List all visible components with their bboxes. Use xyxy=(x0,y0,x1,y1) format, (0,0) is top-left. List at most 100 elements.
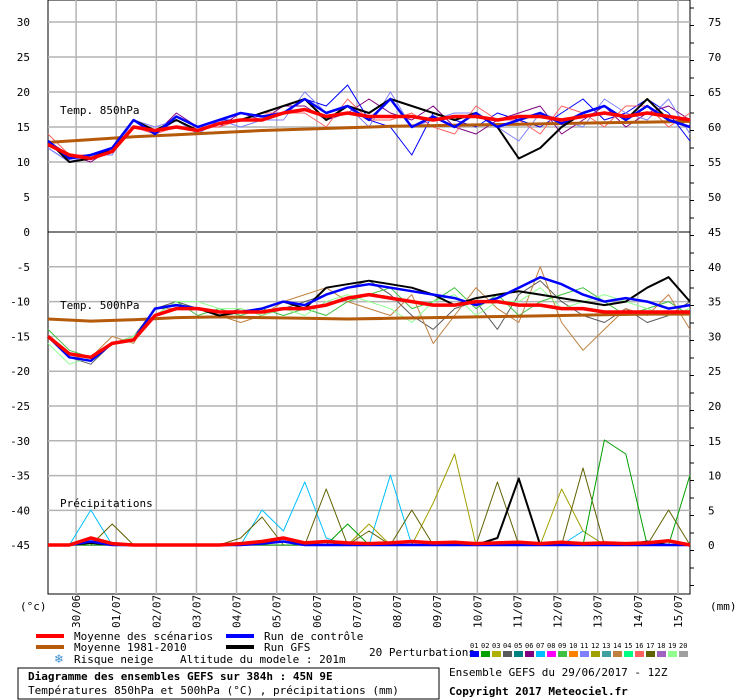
legend-label-control-run: Run de contrôle xyxy=(264,630,363,643)
legend: Moyenne des scénarios Run de contrôle Mo… xyxy=(36,630,688,666)
perturbation-swatch xyxy=(657,651,666,657)
perturbation-swatch xyxy=(558,651,567,657)
right-tick-label: 15 xyxy=(708,435,721,448)
legend-label-snow-risk: Risque neige xyxy=(74,653,153,666)
series-line xyxy=(47,312,690,323)
left-tick-label: 0 xyxy=(23,226,30,239)
perturbation-swatch xyxy=(679,651,688,657)
left-tick-label: 15 xyxy=(17,121,30,134)
perturbation-number: 10 xyxy=(569,642,577,650)
perturbation-number: 07 xyxy=(536,642,544,650)
perturbation-swatch xyxy=(624,651,633,657)
perturbation-number: 08 xyxy=(547,642,555,650)
perturbations-label: 20 Perturbations xyxy=(369,646,475,659)
run-info: Ensemble GEFS du 29/06/2017 - 12Z xyxy=(449,666,668,679)
series-line xyxy=(46,292,690,360)
x-tick-label: 15/07 xyxy=(672,595,685,628)
right-tick-label: 75 xyxy=(708,16,721,29)
left-tick-label: -10 xyxy=(10,296,30,309)
perturbation-swatch xyxy=(536,651,545,657)
axis-ticks: 30/06 01/07 02/07 03/07 04/07 05/07 06/07 07/07… xyxy=(10,7,721,628)
right-tick-label: 20 xyxy=(708,400,721,413)
perturbation-number: 13 xyxy=(602,642,610,650)
left-unit-label: (°c) xyxy=(20,600,47,613)
left-tick-label: -45 xyxy=(10,539,30,552)
x-tick-label: 08/07 xyxy=(391,595,404,628)
left-tick-label: 10 xyxy=(17,156,30,169)
footer-box xyxy=(17,667,440,700)
perturbation-swatch xyxy=(635,651,644,657)
right-tick-label: 0 xyxy=(708,539,715,552)
right-tick-label: 50 xyxy=(708,191,721,204)
perturbation-number: 01 xyxy=(470,642,478,650)
series-line xyxy=(47,97,691,160)
perturbation-line xyxy=(48,439,691,546)
panel-precip-label: Précipitations xyxy=(60,497,153,510)
left-tick-label: -40 xyxy=(10,504,30,517)
x-tick-label: 06/07 xyxy=(311,595,324,628)
right-tick-label: 55 xyxy=(708,156,721,169)
series-line xyxy=(48,477,690,546)
x-tick-label: 12/07 xyxy=(552,595,565,628)
x-tick-label: 13/07 xyxy=(592,595,605,628)
perturbation-number: 19 xyxy=(668,642,676,650)
right-tick-label: 60 xyxy=(708,121,721,134)
perturbation-swatch xyxy=(514,651,523,657)
perturbation-swatches: 01 02 03 04 05 06 07 08 09 10 11 12 13 14 15 16 17 18 19 20 xyxy=(470,642,688,657)
perturbation-swatch xyxy=(602,651,611,657)
perturbation-swatch xyxy=(503,651,512,657)
right-tick-label: 30 xyxy=(708,330,721,343)
right-unit-label: (mm) xyxy=(710,600,737,613)
left-tick-label: 5 xyxy=(23,191,30,204)
series-line xyxy=(47,119,691,144)
perturbation-number: 06 xyxy=(525,642,533,650)
footer-title: Diagramme des ensembles GEFS sur 384h : … xyxy=(28,670,333,683)
series-line xyxy=(47,275,691,363)
x-tick-label: 09/07 xyxy=(431,595,444,628)
left-tick-label: 25 xyxy=(17,51,30,64)
x-tick-label: 04/07 xyxy=(231,595,244,628)
left-tick-label: -30 xyxy=(10,435,30,448)
x-tick-label: 03/07 xyxy=(190,595,203,628)
perturbation-number: 03 xyxy=(492,642,500,650)
right-tick-label: 45 xyxy=(708,226,721,239)
left-tick-label: -15 xyxy=(10,330,30,343)
perturbation-swatch xyxy=(569,651,578,657)
right-tick-label: 35 xyxy=(708,296,721,309)
perturbation-number: 05 xyxy=(514,642,522,650)
perturbation-swatch xyxy=(481,651,490,657)
perturbation-swatch xyxy=(547,651,556,657)
perturbation-swatch xyxy=(525,651,534,657)
left-tick-label: -25 xyxy=(10,400,30,413)
right-tick-label: 5 xyxy=(708,504,715,517)
perturbation-number: 15 xyxy=(624,642,632,650)
perturbation-number: 11 xyxy=(580,642,588,650)
snowflake-icon: ❄ xyxy=(54,652,64,666)
perturbation-swatch xyxy=(668,651,677,657)
perturbation-number: 09 xyxy=(558,642,566,650)
x-tick-label: 30/06 xyxy=(70,595,83,628)
right-tick-label: 65 xyxy=(708,86,721,99)
x-tick-label: 10/07 xyxy=(471,595,484,628)
right-tick-label: 40 xyxy=(708,261,721,274)
right-tick-label: 10 xyxy=(708,470,721,483)
perturbation-number: 16 xyxy=(635,642,643,650)
panel-850-label: Temp. 850hPa xyxy=(60,104,139,117)
perturbation-number: 14 xyxy=(613,642,621,650)
perturbation-number: 17 xyxy=(646,642,654,650)
right-tick-label: 25 xyxy=(708,365,721,378)
legend-label-gfs-run: Run GFS xyxy=(264,641,310,654)
right-tick-label: 70 xyxy=(708,51,721,64)
perturbation-number: 12 xyxy=(591,642,599,650)
x-tick-label: 05/07 xyxy=(271,595,284,628)
series-lines xyxy=(46,84,691,547)
perturbation-swatch xyxy=(646,651,655,657)
perturbation-swatch xyxy=(591,651,600,657)
perturbation-swatch xyxy=(613,651,622,657)
model-altitude: Altitude du modele : 201m xyxy=(180,653,346,666)
panel-500-label: Temp. 500hPa xyxy=(60,299,139,312)
x-tick-label: 01/07 xyxy=(110,595,123,628)
perturbation-number: 04 xyxy=(503,642,511,650)
left-tick-label: -20 xyxy=(10,365,30,378)
